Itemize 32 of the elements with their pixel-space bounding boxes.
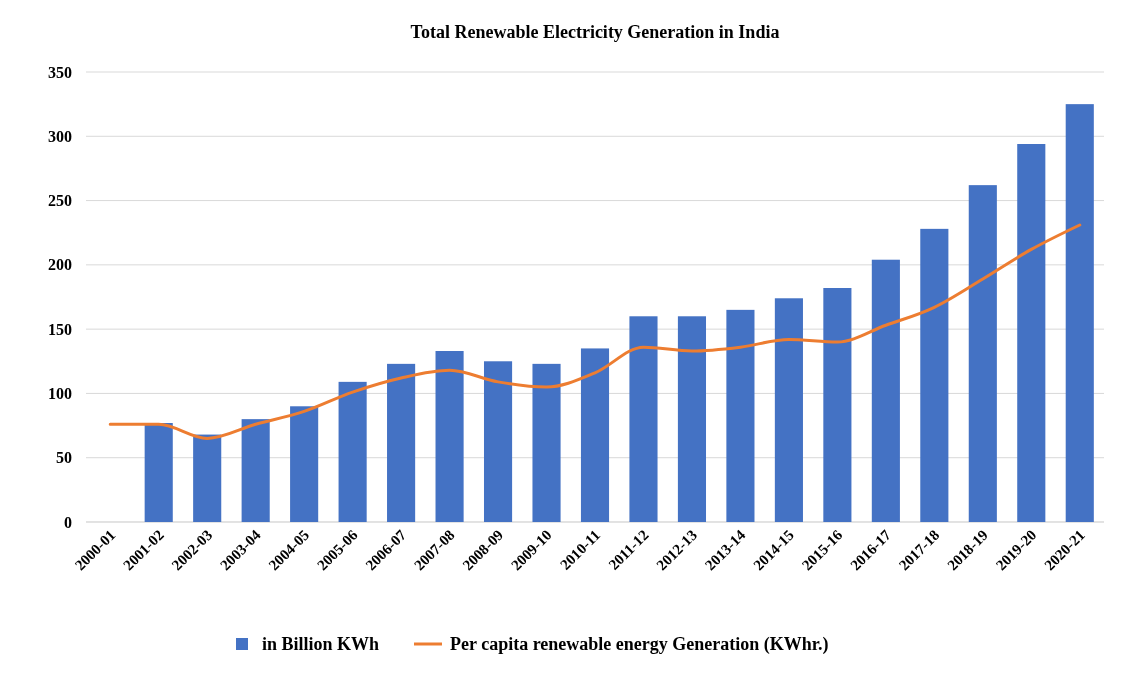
bar: [144, 423, 173, 522]
y-tick-label: 0: [64, 513, 72, 531]
y-tick-label: 250: [48, 192, 72, 210]
y-tick-label: 50: [56, 449, 72, 467]
bar: [823, 288, 852, 522]
bar: [920, 228, 949, 522]
line-series: [108, 223, 1082, 440]
bar: [1065, 104, 1094, 522]
bar: [387, 363, 416, 522]
bar: [338, 381, 367, 522]
legend-label: in Billion KWh: [262, 634, 380, 654]
y-tick-label: 350: [48, 63, 72, 81]
bar: [968, 185, 997, 522]
bar: [871, 259, 900, 522]
bar: [241, 419, 270, 522]
y-tick-label: 200: [48, 256, 72, 274]
bar: [1017, 144, 1046, 522]
bar: [290, 406, 319, 522]
bar: [677, 316, 707, 522]
chart-title: Total Renewable Electricity Generation in India: [410, 22, 780, 42]
bar: [483, 361, 513, 522]
bar: [193, 434, 222, 522]
bar: [580, 348, 610, 522]
y-tick-label: 300: [48, 127, 72, 145]
bar: [726, 309, 755, 522]
legend-label: Per capita renewable energy Generation (KWhr.): [450, 634, 829, 655]
bar: [435, 351, 464, 522]
y-tick-label: 150: [48, 320, 72, 338]
bar: [774, 298, 803, 522]
bar: [532, 363, 561, 522]
bar: [629, 316, 658, 522]
y-tick-label: 100: [48, 385, 72, 403]
